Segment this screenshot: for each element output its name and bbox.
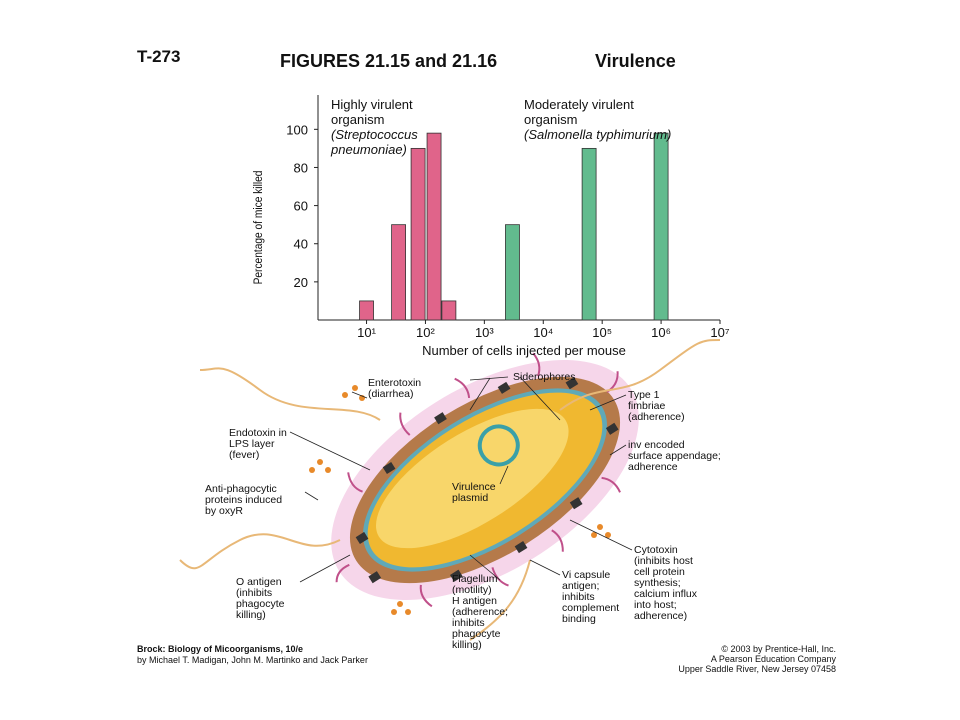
bacterium — [331, 352, 639, 608]
diagram-label: O antigen — [236, 576, 282, 588]
diagram-label: (fever) — [229, 449, 259, 461]
toxins — [309, 385, 611, 615]
diagram-label: Flagellum — [452, 573, 498, 585]
diagram-label: Vi capsule — [562, 569, 610, 581]
series-label: Moderately virulent organism — [524, 97, 637, 127]
diagram-label: killing) — [236, 609, 266, 621]
x-axis-label: Number of cells injected per mouse — [422, 343, 626, 358]
subject: Virulence — [595, 51, 676, 71]
diagram-label: Type 1 — [628, 389, 660, 401]
bar — [391, 224, 406, 321]
x-tick-label: 10² — [416, 325, 435, 340]
diagram-label: Virulence — [452, 481, 496, 493]
diagram-label: adherence) — [634, 610, 687, 622]
diagram-label: plasmid — [452, 492, 488, 504]
bar — [359, 300, 374, 321]
diagram-label: by oxyR — [205, 505, 243, 517]
copyright: A Pearson Education Company — [711, 654, 837, 664]
diagram-label: (motility) — [452, 584, 492, 596]
highlight — [375, 408, 569, 549]
copyright: Upper Saddle River, New Jersey 07458 — [678, 664, 836, 674]
x-tick-label: 10⁴ — [533, 325, 553, 340]
diagram-label: (adherence; — [452, 606, 508, 618]
bar — [581, 147, 597, 321]
diagram-label: (adherence) — [628, 411, 685, 423]
x-tick-label: 10⁵ — [592, 325, 612, 340]
diagram-label: (diarrhea) — [368, 388, 414, 400]
diagram-label: inv encoded — [628, 439, 685, 451]
diagram-label: Siderophores — [513, 371, 575, 383]
bar — [441, 300, 457, 321]
y-tick-label: 60 — [294, 199, 308, 214]
diagram-label: Enterotoxin — [368, 377, 421, 389]
bar — [410, 147, 426, 321]
diagram-label: synthesis; — [634, 577, 681, 589]
diagram-label: cell protein — [634, 566, 685, 578]
diagram-label: Endotoxin in — [229, 427, 287, 439]
diagram-label: fimbriae — [628, 400, 666, 412]
diagram-label: (inhibits — [236, 587, 272, 599]
y-tick-label: 40 — [294, 237, 308, 252]
bar — [426, 132, 442, 321]
y-tick-label: 20 — [294, 275, 308, 290]
diagram-label: inhibits — [562, 591, 595, 603]
plasmid — [477, 424, 520, 467]
diagram-label: calcium influx — [634, 588, 698, 600]
x-tick-label: 10¹ — [357, 325, 376, 340]
diagram-label: antigen; — [562, 580, 599, 592]
y-tick-label: 100 — [286, 122, 308, 137]
diagram-label: killing) — [452, 639, 482, 651]
siderophores — [355, 377, 619, 584]
diagram-label: Anti-phagocytic — [205, 483, 277, 495]
series-species: (Streptococcus pneumoniae) — [330, 127, 421, 157]
diagram-label: inhibits — [452, 617, 485, 629]
diagram-label: phagocyte — [452, 628, 501, 640]
diagram-label: adherence — [628, 461, 678, 473]
diagram-label: LPS layer — [229, 438, 275, 450]
leader-lines — [289, 376, 633, 583]
title: FIGURES 21.15 and 21.16 — [280, 51, 497, 71]
x-tick-label: 10⁶ — [651, 325, 671, 340]
bar — [505, 224, 520, 321]
series-species: (Salmonella typhimurium) — [524, 127, 671, 142]
authors: by Michael T. Madigan, John M. Martinko … — [137, 655, 368, 665]
bar — [653, 132, 669, 321]
book: Brock: Biology of Micoorganisms, 10/e — [137, 644, 303, 654]
diagram-label: into host; — [634, 599, 677, 611]
diagram-label: surface appendage; — [628, 450, 721, 462]
code: T-273 — [137, 47, 180, 66]
diagram-label: Cytotoxin — [634, 544, 678, 556]
diagram-label: (inhibits host — [634, 555, 693, 567]
flagella — [179, 339, 721, 641]
x-tick-label: 10⁷ — [710, 325, 729, 340]
copyright: © 2003 by Prentice-Hall, Inc. — [721, 644, 836, 654]
y-tick-label: 80 — [294, 160, 308, 175]
diagram-label: proteins induced — [205, 494, 282, 506]
series-label: Highly virulent organism — [331, 97, 416, 127]
diagram-label: complement — [562, 602, 619, 614]
x-tick-label: 10³ — [475, 325, 494, 340]
diagram-label: H antigen — [452, 595, 497, 607]
y-axis-label: Percentage of mice killed — [252, 171, 265, 285]
diagram-label: phagocyte — [236, 598, 285, 610]
diagram-label: binding — [562, 613, 596, 625]
